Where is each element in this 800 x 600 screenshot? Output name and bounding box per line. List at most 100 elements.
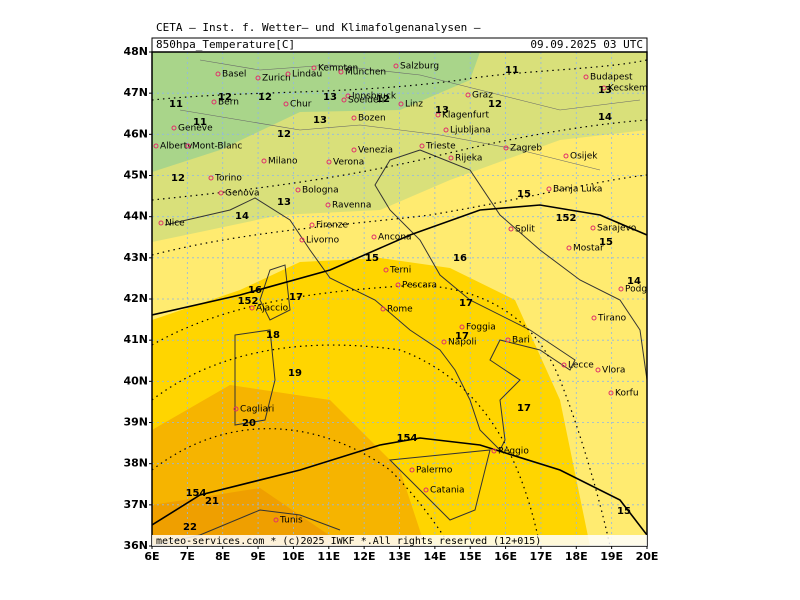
- city-marker: [218, 190, 224, 196]
- city-marker: [591, 315, 597, 321]
- lon-label: 15E: [459, 550, 482, 563]
- city-label: Kempten: [318, 64, 358, 74]
- lat-label: 38N: [123, 457, 148, 470]
- lat-label: 42N: [123, 292, 148, 305]
- city-label: Ajaccio: [256, 304, 289, 314]
- city-label: Genova: [225, 189, 260, 199]
- contour-label: 154: [186, 488, 207, 499]
- city-marker: [185, 143, 191, 149]
- city-marker: [398, 101, 404, 107]
- lat-label: 39N: [123, 416, 148, 429]
- city-label: Lindau: [292, 70, 322, 80]
- city-marker: [590, 225, 596, 231]
- city-label: Nice: [165, 219, 185, 229]
- city-marker: [208, 175, 214, 181]
- lon-label: 16E: [494, 550, 517, 563]
- city-label: Innsbruck: [352, 92, 397, 102]
- city-marker: [351, 115, 357, 121]
- city-marker: [283, 101, 289, 107]
- city-label: Bern: [218, 98, 239, 108]
- city-marker: [491, 448, 497, 454]
- city-label: Vlora: [602, 366, 625, 376]
- lat-label: 47N: [123, 86, 148, 99]
- city-marker: [345, 93, 351, 99]
- city-label: Soelden: [348, 96, 384, 106]
- city-marker: [326, 159, 332, 165]
- lon-label: 9E: [250, 550, 265, 563]
- footer-box: [152, 535, 647, 546]
- city-marker: [595, 367, 601, 373]
- city-label: Palermo: [416, 466, 453, 476]
- city-label: Trieste: [425, 142, 456, 152]
- city-marker: [459, 324, 465, 330]
- city-marker: [341, 97, 347, 103]
- contour-label: 14: [235, 211, 249, 222]
- city-label: Bari: [512, 336, 530, 346]
- city-marker: [465, 92, 471, 98]
- city-marker: [601, 85, 607, 91]
- city-label: Mont-Blanc: [192, 142, 242, 152]
- contour-label: 13: [598, 85, 612, 96]
- city-label: Napoli: [448, 338, 476, 348]
- city-marker: [153, 143, 159, 149]
- contour-label: 152: [238, 296, 259, 307]
- contour-label: 13: [313, 115, 327, 126]
- city-marker: [215, 71, 221, 77]
- contour-label: 12: [258, 92, 272, 103]
- city-label: Graz: [472, 91, 493, 101]
- city-marker: [583, 74, 589, 80]
- city-marker: [309, 222, 315, 228]
- contour-label: 14: [598, 112, 612, 123]
- city-marker: [505, 337, 511, 343]
- city-marker: [255, 75, 261, 81]
- lon-label: 7E: [180, 550, 195, 563]
- city-marker: [171, 125, 177, 131]
- lat-label: 44N: [123, 210, 148, 223]
- contour-label: 20: [242, 418, 256, 429]
- city-label: Rijeka: [455, 154, 482, 164]
- city-label: Budapest: [590, 73, 633, 83]
- geopotential-lines: [152, 204, 647, 536]
- axes: 48N 47N 46N 45N 44N 43N 42N 41N 40N 39N 38N 37N 36N6…: [123, 45, 658, 563]
- band-dark-orange: [152, 488, 345, 546]
- city-marker: [325, 202, 331, 208]
- city-marker: [285, 71, 291, 77]
- city-marker: [338, 69, 344, 75]
- lat-label: 37N: [123, 498, 148, 511]
- city-label: Banja Luka: [553, 185, 602, 195]
- city-label: Salzburg: [400, 62, 439, 72]
- lat-label: 43N: [123, 251, 148, 264]
- city-marker: [419, 143, 425, 149]
- city-marker: [261, 158, 267, 164]
- city-label: Sarajevo: [597, 224, 637, 234]
- contour-label: 16: [453, 253, 467, 264]
- city-label: Linz: [405, 100, 423, 110]
- city-marker: [380, 306, 386, 312]
- city-label: Verona: [333, 158, 364, 168]
- contour-label: 152: [556, 213, 577, 224]
- contour-label: 22: [183, 522, 197, 533]
- contour-label: 15: [517, 189, 531, 200]
- lon-label: 18E: [565, 550, 588, 563]
- contour-label: 17: [517, 403, 531, 414]
- city-marker: [158, 220, 164, 226]
- city-marker: [211, 99, 217, 105]
- city-label: Klagenfurt: [442, 111, 489, 121]
- contour-label: 19: [288, 368, 302, 379]
- header-title: CETA — Inst. f. Wetter— und Klimafolgena…: [156, 21, 481, 34]
- lon-label: 11E: [317, 550, 340, 563]
- contour-label: 13: [323, 92, 337, 103]
- contour-label: 12: [171, 173, 185, 184]
- city-label: Tunis: [279, 516, 303, 526]
- contour-labels: 11 12 12 13 12 12 11 11 13 14 13 12 13 12 14 13 15 152 15 1…: [169, 65, 641, 533]
- band-green: [152, 52, 480, 172]
- lon-label: 13E: [388, 550, 411, 563]
- lon-label: 19E: [600, 550, 623, 563]
- city-marker: [546, 186, 552, 192]
- city-marker: [383, 267, 389, 273]
- city-label: Venezia: [358, 146, 393, 156]
- city-marker: [508, 226, 514, 232]
- city-label: Reggio: [498, 447, 529, 457]
- city-marker: [295, 187, 301, 193]
